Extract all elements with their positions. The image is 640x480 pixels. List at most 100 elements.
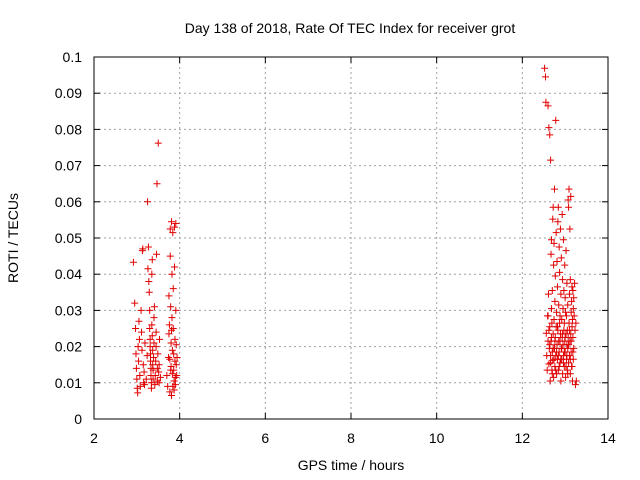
data-point: [171, 263, 179, 271]
data-point: [136, 372, 144, 380]
data-point: [565, 341, 573, 349]
data-point: [146, 325, 154, 332]
data-point: [154, 350, 162, 358]
data-point: [570, 312, 578, 320]
x-tick-label: 6: [261, 430, 269, 446]
data-point: [132, 364, 140, 372]
data-point: [150, 314, 158, 322]
data-point: [572, 377, 580, 385]
data-point: [133, 375, 141, 383]
data-point: [555, 243, 563, 251]
data-point: [551, 272, 559, 280]
data-point: [152, 343, 160, 351]
data-point: [168, 314, 176, 322]
data-point: [548, 286, 556, 294]
chart-title: Day 138 of 2018, Rate Of TEC Index for r…: [185, 20, 516, 36]
data-point: [168, 326, 176, 334]
data-point: [563, 279, 571, 287]
data-point: [565, 203, 573, 211]
data-point: [546, 131, 554, 139]
data-point: [149, 375, 157, 383]
data-point: [568, 297, 576, 305]
data-point: [148, 321, 156, 329]
data-point: [151, 381, 159, 389]
data-point: [141, 339, 149, 347]
data-point: [555, 363, 563, 371]
data-point: [547, 359, 555, 367]
data-point: [548, 370, 556, 378]
axis-ticks: 2 4 6 8 10 12 14 0 0.01 0.02 0.03 0.04 0.05 0.06 0.07 0…: [55, 49, 616, 446]
data-point: [554, 218, 562, 226]
data-point: [544, 290, 552, 298]
data-point: [571, 381, 579, 389]
data-point: [544, 312, 552, 320]
data-point: [565, 326, 573, 334]
data-point: [544, 102, 552, 110]
data-point: [168, 346, 176, 354]
data-point: [565, 185, 573, 193]
data-point: [131, 299, 139, 307]
data-point: [553, 341, 561, 349]
data-point: [554, 352, 562, 360]
data-point: [146, 343, 154, 351]
data-point: [139, 361, 147, 369]
data-point: [546, 323, 554, 331]
data-point: [145, 288, 153, 296]
data-point: [141, 381, 149, 389]
data-point: [145, 277, 153, 285]
data-point: [553, 323, 561, 331]
data-point: [167, 366, 175, 374]
data-point: [553, 348, 561, 356]
data-point: [569, 348, 577, 356]
data-point: [172, 306, 180, 314]
x-axis-label: GPS time / hours: [298, 457, 405, 473]
data-point: [556, 337, 564, 345]
data-point: [155, 379, 163, 387]
data-point: [560, 286, 568, 294]
data-point: [566, 355, 574, 363]
data-point: [568, 283, 576, 291]
data-point: [567, 337, 575, 345]
y-axis-label: ROTI / TECUs: [5, 193, 21, 283]
y-tick-label: 0.1: [63, 49, 83, 65]
data-point: [568, 323, 576, 331]
data-point: [569, 286, 577, 294]
data-point: [557, 254, 565, 262]
data-point: [561, 334, 569, 342]
data-point: [152, 328, 160, 336]
data-point: [139, 245, 147, 253]
data-point: [550, 261, 558, 269]
data-point: [554, 203, 562, 211]
data-point: [132, 325, 140, 332]
data-point: [137, 306, 145, 314]
data-point: [562, 247, 570, 255]
data-point: [565, 319, 573, 327]
data-point: [556, 268, 564, 276]
data-point: [561, 294, 569, 302]
data-point: [167, 303, 175, 311]
data-point: [550, 239, 558, 247]
data-point: [547, 305, 555, 313]
data-point: [559, 236, 567, 244]
data-point: [559, 305, 567, 313]
data-point: [558, 344, 566, 352]
grid-lines: [94, 57, 608, 419]
data-point: [572, 319, 580, 327]
data-point: [135, 335, 143, 343]
data-point: [555, 301, 563, 309]
data-point: [563, 352, 571, 360]
data-point: [173, 353, 181, 361]
data-point: [150, 303, 158, 311]
data-point: [571, 279, 579, 287]
data-point: [168, 270, 176, 278]
data-point: [153, 377, 161, 385]
data-point: [551, 297, 559, 305]
data-point: [570, 344, 578, 352]
data-point: [172, 220, 180, 228]
data-point: [171, 381, 179, 389]
data-point: [567, 308, 575, 316]
data-point: [170, 377, 178, 385]
data-point: [168, 391, 176, 399]
x-tick-label: 2: [90, 430, 98, 446]
